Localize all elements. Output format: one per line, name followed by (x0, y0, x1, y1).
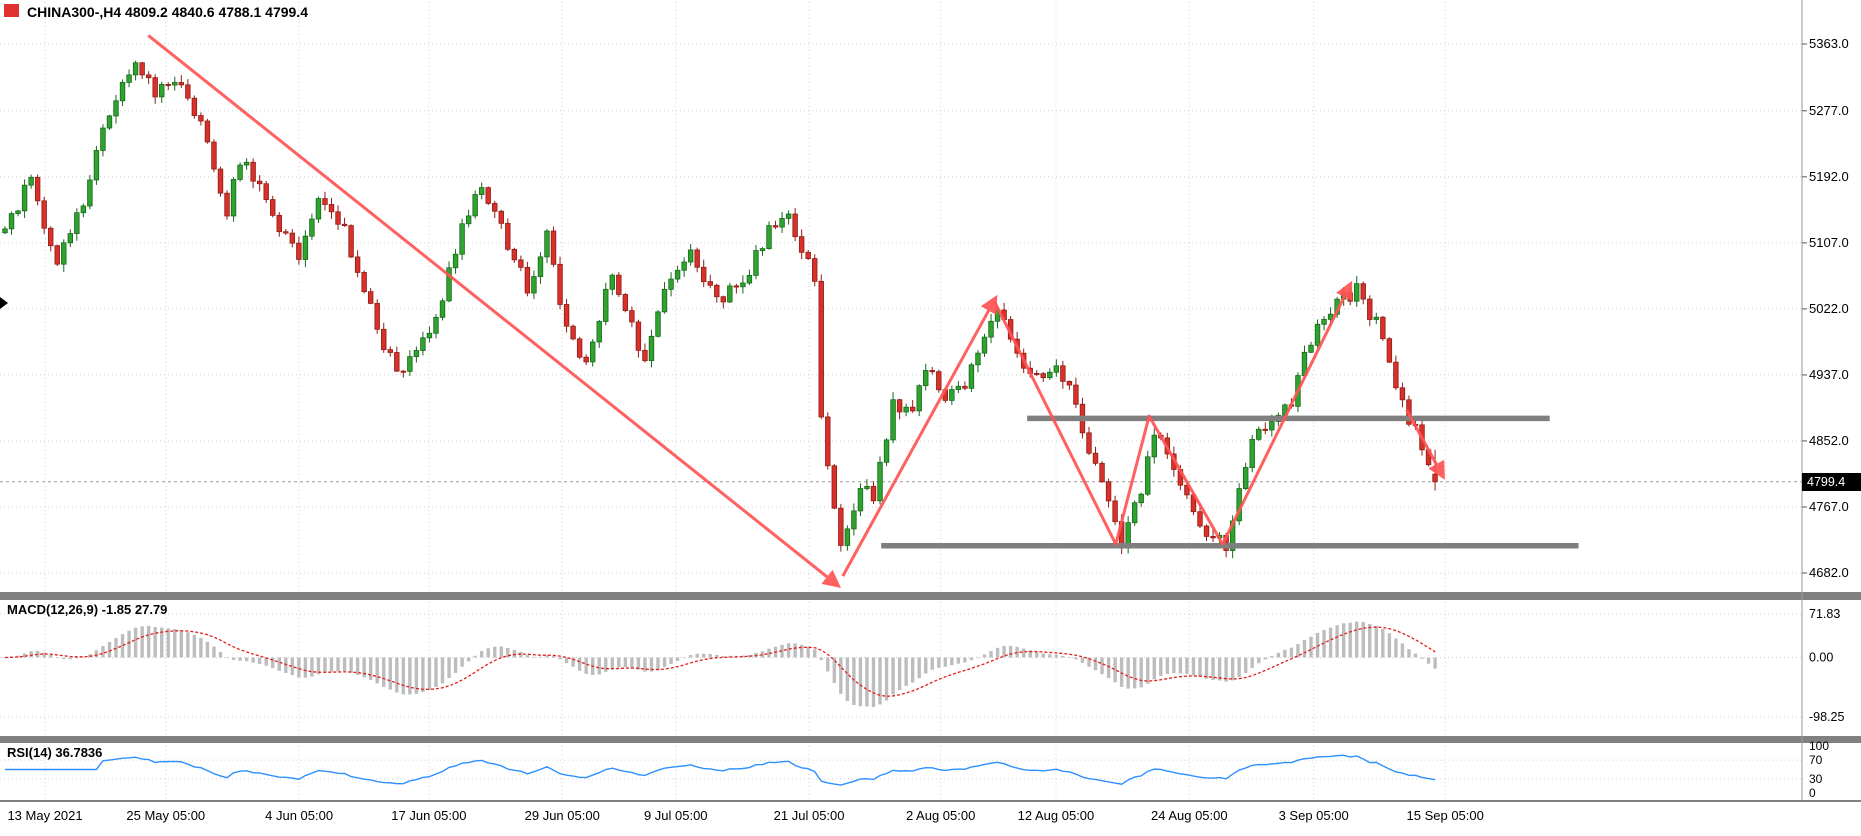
panel-separators[interactable] (0, 592, 1861, 802)
svg-text:25 May 05:00: 25 May 05:00 (126, 808, 205, 823)
svg-text:5192.0: 5192.0 (1809, 169, 1849, 184)
svg-text:0.00: 0.00 (1809, 651, 1833, 665)
macd-signal-line (4, 626, 1436, 697)
svg-text:5363.0: 5363.0 (1809, 36, 1849, 51)
macd-indicator-label: MACD(12,26,9) -1.85 27.79 (7, 602, 168, 617)
svg-text:15 Sep 05:00: 15 Sep 05:00 (1407, 808, 1484, 823)
trend-arrow[interactable] (993, 280, 1353, 546)
svg-text:-98.25: -98.25 (1809, 710, 1844, 724)
svg-text:71.83: 71.83 (1809, 607, 1840, 621)
svg-text:70: 70 (1809, 753, 1823, 767)
svg-text:4767.0: 4767.0 (1809, 499, 1849, 514)
svg-text:100: 100 (1809, 739, 1829, 753)
svg-text:5107.0: 5107.0 (1809, 235, 1849, 250)
candles (2, 60, 1438, 559)
svg-text:4852.0: 4852.0 (1809, 433, 1849, 448)
trend-arrow[interactable] (1405, 409, 1445, 480)
rsi-indicator-label: RSI(14) 36.7836 (7, 745, 103, 760)
symbol-ohlc-header: CHINA300-,H4 4809.2 4840.6 4788.1 4799.4 (27, 4, 308, 20)
trend-arrow[interactable] (147, 34, 842, 589)
macd-axis-labels: 71.83 0.00 -98.25 (1809, 607, 1844, 724)
svg-text:9 Jul 05:00: 9 Jul 05:00 (644, 808, 708, 823)
svg-text:12 Aug 05:00: 12 Aug 05:00 (1018, 808, 1095, 823)
svg-text:29 Jun 05:00: 29 Jun 05:00 (525, 808, 600, 823)
left-edge-marker (0, 297, 8, 309)
svg-text:4 Jun 05:00: 4 Jun 05:00 (265, 808, 333, 823)
svg-text:5277.0: 5277.0 (1809, 103, 1849, 118)
price-axis-labels: 5363.0 5277.0 5192.0 5107.0 5022.0 4937.0 4852… (1802, 36, 1849, 580)
svg-text:24 Aug 05:00: 24 Aug 05:00 (1151, 808, 1228, 823)
svg-text:17 Jun 05:00: 17 Jun 05:00 (391, 808, 466, 823)
svg-text:0: 0 (1809, 786, 1816, 800)
trend-arrow[interactable] (841, 294, 998, 577)
trend-arrows[interactable] (147, 34, 1445, 589)
svg-text:3 Sep 05:00: 3 Sep 05:00 (1279, 808, 1349, 823)
svg-text:2 Aug 05:00: 2 Aug 05:00 (906, 808, 975, 823)
svg-text:4937.0: 4937.0 (1809, 367, 1849, 382)
corner-marker (4, 4, 19, 17)
svg-text:4682.0: 4682.0 (1809, 565, 1849, 580)
svg-text:13 May 2021: 13 May 2021 (7, 808, 82, 823)
current-price-tag: 4799.4 (1802, 473, 1861, 491)
rsi-line (5, 754, 1436, 786)
macd-histogram (3, 621, 1437, 707)
svg-text:30: 30 (1809, 772, 1823, 786)
svg-text:21 Jul 05:00: 21 Jul 05:00 (774, 808, 845, 823)
time-axis-labels: 13 May 2021 25 May 05:00 4 Jun 05:00 17 Jun… (7, 808, 1483, 823)
svg-text:5022.0: 5022.0 (1809, 301, 1849, 316)
